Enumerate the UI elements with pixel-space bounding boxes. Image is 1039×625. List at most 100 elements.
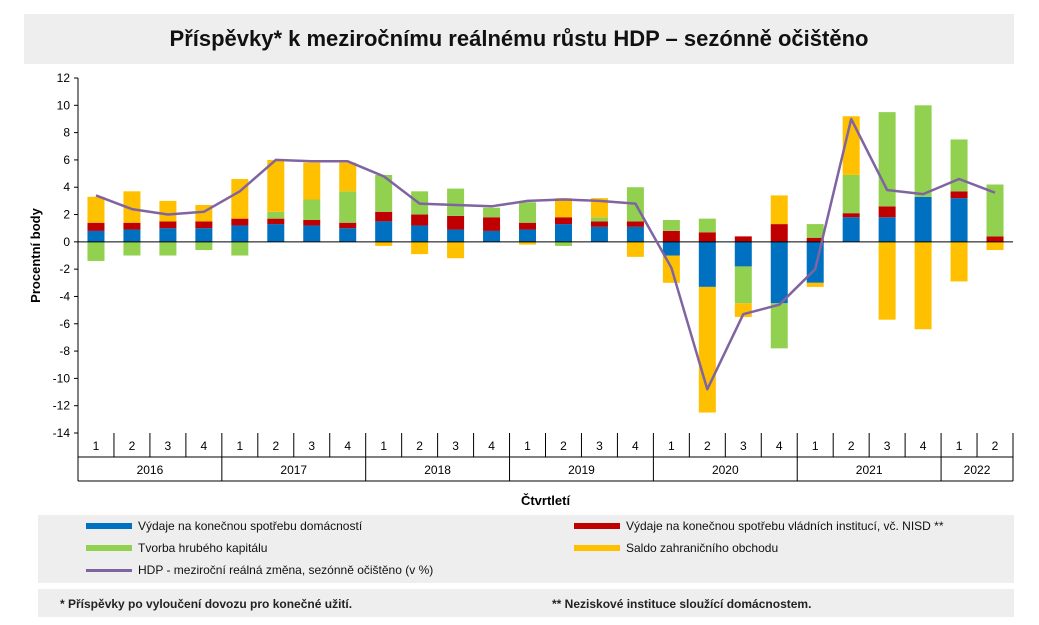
x-tick-label: 4 [632, 439, 639, 453]
bar-s1-19 [770, 224, 788, 242]
bar-s2-5 [267, 211, 285, 219]
bar-s3-5 [267, 159, 285, 212]
legend-swatch-households [86, 523, 132, 529]
bar-s3-6 [303, 162, 321, 200]
bar-s1-17 [698, 232, 716, 242]
bar-s3-23 [914, 241, 932, 330]
bar-s1-24 [950, 191, 968, 199]
legend-line-gdp [86, 568, 132, 572]
bar-s3-0 [87, 196, 105, 223]
bar-s1-20 [806, 237, 824, 242]
bar-s1-6 [303, 220, 321, 226]
legend-label-capital: Tvorba hrubého kapitálu [138, 541, 268, 555]
x-tick-label: 3 [884, 439, 891, 453]
x-tick-label: 4 [920, 439, 927, 453]
y-tick-label: -4 [59, 289, 70, 303]
y-tick-label: -14 [53, 426, 71, 440]
footnotes: * Příspěvky po vyloučení dovozu pro kone… [38, 589, 1014, 617]
bar-s0-22 [878, 217, 896, 242]
bar-s2-10 [447, 188, 465, 216]
x-tick-label: 1 [380, 439, 387, 453]
y-tick-label: 12 [57, 71, 71, 85]
bar-s0-3 [195, 228, 213, 242]
bar-s1-22 [878, 206, 896, 218]
x-tick-label: 3 [452, 439, 459, 453]
bar-s2-12 [519, 202, 537, 223]
x-tick-label: 1 [236, 439, 243, 453]
legend: Výdaje na konečnou spotřebu domácností V… [38, 515, 1014, 583]
footnote-right: ** Neziskové instituce sloužící domácnos… [552, 597, 812, 611]
x-tick-label: 2 [272, 439, 279, 453]
y-tick-label: 2 [63, 208, 70, 222]
x-tick-label: 3 [308, 439, 315, 453]
y-tick-label: 6 [63, 153, 70, 167]
bar-s1-16 [662, 230, 680, 242]
bar-s0-18 [734, 241, 752, 267]
bar-s1-2 [159, 221, 177, 229]
bar-s2-2 [159, 241, 177, 256]
legend-label-trade: Saldo zahraničního obchodu [626, 541, 779, 555]
bar-s2-7 [339, 191, 357, 223]
bar-s0-19 [770, 241, 788, 304]
y-tick-label: -10 [53, 371, 71, 385]
legend-swatch-government [574, 523, 620, 529]
chart-title-bar: Příspěvky* k meziročnímu reálnému růstu … [24, 14, 1014, 64]
bar-s3-14 [590, 198, 608, 218]
x-tick-label: 1 [524, 439, 531, 453]
x-tick-label: 2 [848, 439, 855, 453]
bar-s1-4 [231, 218, 249, 226]
bar-s3-19 [770, 195, 788, 225]
y-axis-label: Procentní body [28, 207, 43, 302]
legend-label-government: Výdaje na konečnou spotřebu vládních ins… [626, 519, 944, 533]
bar-s0-11 [483, 230, 501, 242]
bar-s2-11 [483, 207, 501, 218]
bar-s3-2 [159, 200, 177, 222]
y-tick-label: 8 [63, 126, 70, 140]
bar-s1-9 [411, 214, 429, 226]
bar-s3-24 [950, 241, 968, 282]
bar-s1-1 [123, 222, 141, 230]
bar-s0-4 [231, 225, 249, 242]
bar-s1-15 [626, 221, 644, 227]
bar-s3-25 [986, 241, 1004, 251]
x-tick-label: 2 [560, 439, 567, 453]
bar-s1-18 [734, 236, 752, 242]
bar-s3-1 [123, 191, 141, 223]
year-label: 2021 [856, 463, 883, 477]
bar-s3-13 [554, 198, 572, 218]
bar-s1-3 [195, 221, 213, 229]
bar-s1-8 [375, 211, 393, 222]
y-tick-label: -6 [59, 317, 70, 331]
year-label: 2016 [137, 463, 164, 477]
legend-swatch-capital [86, 545, 132, 551]
x-tick-label: 2 [992, 439, 999, 453]
x-tick-label: 1 [956, 439, 963, 453]
bar-s1-21 [842, 213, 860, 218]
year-label: 2018 [424, 463, 451, 477]
y-tick-label: 0 [63, 235, 70, 249]
bar-s0-7 [339, 228, 357, 242]
bar-s2-1 [123, 241, 141, 256]
bar-s0-16 [662, 241, 680, 256]
y-tick-label: 4 [63, 180, 70, 194]
x-tick-label: 3 [740, 439, 747, 453]
bar-s1-25 [986, 236, 1004, 242]
x-tick-label: 1 [668, 439, 675, 453]
bar-s0-15 [626, 226, 644, 242]
bar-s2-17 [698, 218, 716, 233]
y-tick-label: -8 [59, 344, 70, 358]
bar-s0-9 [411, 225, 429, 242]
year-label: 2020 [712, 463, 739, 477]
bar-s0-10 [447, 229, 465, 242]
x-tick-label: 2 [416, 439, 423, 453]
bar-s2-18 [734, 266, 752, 304]
x-tick-label: 2 [129, 439, 136, 453]
year-label: 2022 [964, 463, 991, 477]
gdp-line [95, 117, 996, 391]
bar-s3-21 [842, 116, 860, 175]
bar-s0-5 [267, 224, 285, 242]
bar-s1-11 [483, 217, 501, 231]
bar-s3-7 [339, 162, 357, 192]
bar-s2-24 [950, 139, 968, 192]
bar-s3-20 [806, 282, 824, 287]
